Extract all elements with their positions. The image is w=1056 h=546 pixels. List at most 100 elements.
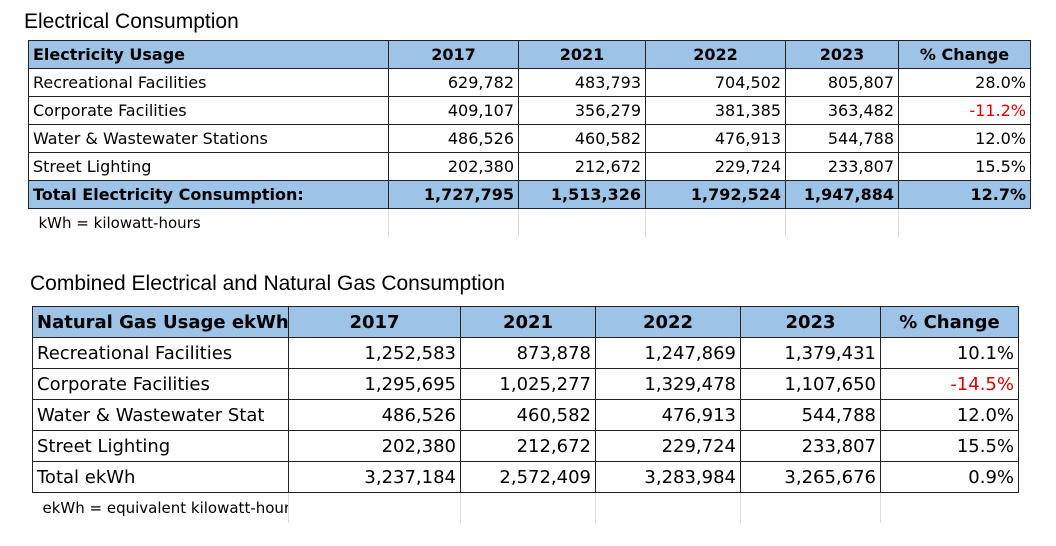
cell: 12.7% xyxy=(898,180,1031,209)
combined-table: Natural Gas Usage ekWh 2017 2021 2022 2023% … xyxy=(32,306,1019,523)
empty-cell xyxy=(740,492,881,523)
data-row: Corporate Facilities 1,295,695 1,025,277 1,… xyxy=(32,368,1019,400)
row-label: Water & Wastewater Stations xyxy=(28,124,389,153)
header-cell: % Change xyxy=(880,306,1019,338)
cell: 409,107 xyxy=(388,96,519,125)
cell: 3,265,676 xyxy=(740,461,881,493)
empty-cell xyxy=(645,208,786,237)
header-cell: 2017 xyxy=(388,40,519,69)
cell: 15.5% xyxy=(880,430,1019,462)
cell: 460,582 xyxy=(518,124,646,153)
cell: 873,878 xyxy=(460,337,596,369)
electricity-table: Electricity Usage 2017 2021 2022 2023% Chang… xyxy=(28,40,1031,237)
cell: 1,513,326 xyxy=(518,180,646,209)
cell: 1,247,869 xyxy=(595,337,741,369)
data-row: Street Lighting 202,380 212,672 229,724 233,… xyxy=(28,152,1031,181)
empty-cell xyxy=(518,208,646,237)
cell: 1,792,524 xyxy=(645,180,786,209)
cell: 1,329,478 xyxy=(595,368,741,400)
cell: 483,793 xyxy=(518,68,646,97)
cell: 12.0% xyxy=(898,124,1031,153)
cell: 1,107,650 xyxy=(740,368,881,400)
data-row: Recreational Facilities 1,252,583 873,878 1… xyxy=(32,337,1019,369)
note-row: kWh = kilowatt-hours xyxy=(29,208,1031,237)
header-cell: Natural Gas Usage ekWh xyxy=(32,306,289,338)
data-row: Recreational Facilities 629,782 483,793 704… xyxy=(28,68,1031,97)
header-cell: 2021 xyxy=(518,40,646,69)
cell: 3,237,184 xyxy=(288,461,461,493)
cell: 381,385 xyxy=(645,96,786,125)
cell: -14.5% xyxy=(880,368,1019,400)
data-row: Water & Wastewater Stat 486,526 460,582 476… xyxy=(32,399,1019,431)
cell: 476,913 xyxy=(595,399,741,431)
empty-cell xyxy=(785,208,899,237)
empty-cell xyxy=(288,492,461,523)
cell: 1,252,583 xyxy=(288,337,461,369)
cell: 1,025,277 xyxy=(460,368,596,400)
cell: 0.9% xyxy=(880,461,1019,493)
cell: 1,379,431 xyxy=(740,337,881,369)
row-label: Total ekWh xyxy=(32,461,289,493)
cell: 10.1% xyxy=(880,337,1019,369)
cell: 212,672 xyxy=(518,152,646,181)
header-row: Electricity Usage 2017 2021 2022 2023% Chang… xyxy=(28,40,1031,69)
section-title: Combined Electrical and Natural Gas Cons… xyxy=(30,272,506,295)
row-label: Recreational Facilities xyxy=(32,337,289,369)
row-label: Corporate Facilities xyxy=(28,96,389,125)
cell: -11.2% xyxy=(898,96,1031,125)
row-label: Recreational Facilities xyxy=(28,68,389,97)
note: kWh = kilowatt-hours xyxy=(38,213,201,232)
header-cell: 2022 xyxy=(595,306,741,338)
cell: 1,295,695 xyxy=(288,368,461,400)
data-row: Corporate Facilities 409,107 356,279 381,38… xyxy=(28,96,1031,125)
cell: 1,727,795 xyxy=(388,180,519,209)
data-row: Street Lighting 202,380 212,672 229,724 233,… xyxy=(32,430,1019,462)
header-cell: % Change xyxy=(898,40,1031,69)
empty-cell xyxy=(388,208,519,237)
cell: 486,526 xyxy=(288,399,461,431)
empty-cell xyxy=(880,492,1019,523)
note-row: ekWh = equivalent kilowatt-hours xyxy=(33,492,1019,523)
cell: 12.0% xyxy=(880,399,1019,431)
cell: 2,572,409 xyxy=(460,461,596,493)
cell: 363,482 xyxy=(785,96,899,125)
cell: 356,279 xyxy=(518,96,646,125)
row-label: Total Electricity Consumption: xyxy=(28,180,389,209)
cell: 3,283,984 xyxy=(595,461,741,493)
row-label: Corporate Facilities xyxy=(32,368,289,400)
cell: 233,807 xyxy=(740,430,881,462)
cell: 202,380 xyxy=(388,152,519,181)
header-cell: Electricity Usage xyxy=(28,40,389,69)
header-cell: 2021 xyxy=(460,306,596,338)
cell: 544,788 xyxy=(785,124,899,153)
row-label: Street Lighting xyxy=(32,430,289,462)
cell: 212,672 xyxy=(460,430,596,462)
data-row: Total ekWh 3,237,184 2,572,409 3,283,984 3,2… xyxy=(32,461,1019,493)
header-cell: 2023 xyxy=(740,306,881,338)
header-cell: 2017 xyxy=(288,306,461,338)
cell: 229,724 xyxy=(595,430,741,462)
cell: 544,788 xyxy=(740,399,881,431)
cell: 704,502 xyxy=(645,68,786,97)
cell: 28.0% xyxy=(898,68,1031,97)
row-label: Street Lighting xyxy=(28,152,389,181)
cell: 1,947,884 xyxy=(785,180,899,209)
header-cell: 2023 xyxy=(785,40,899,69)
cell: 233,807 xyxy=(785,152,899,181)
row-label: Water & Wastewater Stat xyxy=(32,399,289,431)
cell: 15.5% xyxy=(898,152,1031,181)
empty-cell xyxy=(898,208,1031,237)
data-row: Total Electricity Consumption: 1,727,795 1… xyxy=(28,180,1031,209)
cell: 805,807 xyxy=(785,68,899,97)
section-title: Electrical Consumption xyxy=(24,10,239,33)
cell: 229,724 xyxy=(645,152,786,181)
cell: 202,380 xyxy=(288,430,461,462)
note: ekWh = equivalent kilowatt-hours xyxy=(42,498,289,517)
empty-cell xyxy=(460,492,596,523)
cell: 460,582 xyxy=(460,399,596,431)
empty-cell xyxy=(595,492,741,523)
cell: 486,526 xyxy=(388,124,519,153)
cell: 629,782 xyxy=(388,68,519,97)
cell: 476,913 xyxy=(645,124,786,153)
